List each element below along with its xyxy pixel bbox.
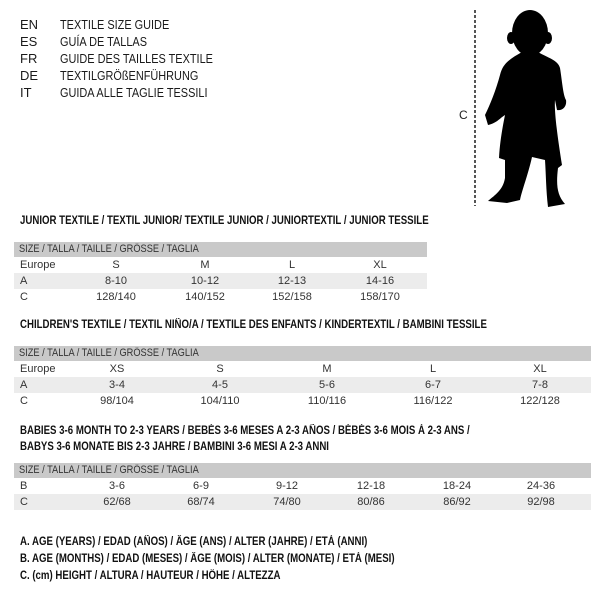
lang-code: IT bbox=[20, 85, 32, 100]
table-cell: 10-12 bbox=[190, 275, 220, 287]
table-cell: 80/86 bbox=[357, 496, 385, 508]
row-label: C bbox=[20, 395, 28, 407]
lang-title: TEXTILGRÖßENFÜHRUNG bbox=[60, 68, 199, 83]
silhouette-head bbox=[512, 10, 548, 56]
legend-item: B. AGE (MONTHS) / EDAD (MESES) / ÂGE (MO… bbox=[20, 553, 395, 565]
table-cell: 8-10 bbox=[104, 275, 128, 287]
row-label: Europe bbox=[20, 363, 56, 375]
table-cell: 12-13 bbox=[277, 275, 307, 287]
table-cell: 18-24 bbox=[442, 480, 472, 492]
legend-item: A. AGE (YEARS) / EDAD (AÑOS) / ÂGE (ANS)… bbox=[20, 536, 368, 548]
table-row: C 98/104 104/110 110/116 116/122 122/128 bbox=[14, 393, 591, 409]
table-cell: 6-7 bbox=[425, 379, 441, 391]
table-row: C 62/68 68/74 74/80 80/86 86/92 92/98 bbox=[14, 494, 591, 510]
table-cell: 110/116 bbox=[307, 395, 347, 407]
lang-code: FR bbox=[20, 51, 38, 66]
table-header: SIZE / TALLA / TAILLE / GRÖSSE / TAGLIA bbox=[14, 346, 591, 361]
junior-size-table: SIZE / TALLA / TAILLE / GRÖSSE / TAGLIA E… bbox=[14, 242, 427, 305]
table-cell: 3-6 bbox=[109, 480, 125, 492]
table-cell: 14-16 bbox=[365, 275, 395, 287]
table-row: B 3-6 6-9 9-12 12-18 18-24 24-36 bbox=[14, 478, 591, 494]
table-row: Europe S M L XL bbox=[14, 257, 427, 273]
child-silhouette-icon bbox=[474, 10, 567, 207]
table-header: SIZE / TALLA / TAILLE / GRÖSSE / TAGLIA bbox=[14, 463, 591, 478]
table-cell: XL bbox=[373, 259, 387, 271]
table-cell: 4-5 bbox=[212, 379, 228, 391]
table-cell: XL bbox=[533, 363, 547, 375]
row-label: B bbox=[20, 480, 28, 492]
table-row: C 128/140 140/152 152/158 158/170 bbox=[14, 289, 427, 305]
row-label: C bbox=[20, 291, 28, 303]
lang-code: EN bbox=[20, 17, 39, 32]
table-cell: 116/122 bbox=[413, 395, 453, 407]
table-cell: 7-8 bbox=[532, 379, 548, 391]
row-label: A bbox=[20, 379, 28, 391]
table-row: A 8-10 10-12 12-13 14-16 bbox=[14, 273, 427, 289]
table-header: SIZE / TALLA / TAILLE / GRÖSSE / TAGLIA bbox=[14, 242, 427, 257]
table-cell: 140/152 bbox=[185, 291, 225, 303]
babies-section-title: BABYS 3-6 MONATE BIS 2-3 JAHRE / BAMBINI… bbox=[20, 441, 329, 453]
table-cell: 74/80 bbox=[273, 496, 301, 508]
table-cell: 12-18 bbox=[356, 480, 386, 492]
table-cell: 3-4 bbox=[109, 379, 125, 391]
babies-section-title: BABIES 3-6 MONTH TO 2-3 YEARS / BEBÉS 3-… bbox=[20, 425, 470, 437]
table-cell: M bbox=[322, 363, 332, 375]
table-row: Europe XS S M L XL bbox=[14, 361, 591, 377]
table-cell: M bbox=[200, 259, 210, 271]
row-label: C bbox=[20, 496, 28, 508]
table-cell: S bbox=[216, 363, 224, 375]
lang-title: GUÍA DE TALLAS bbox=[60, 34, 147, 49]
table-cell: 6-9 bbox=[193, 480, 209, 492]
lang-title: GUIDA ALLE TAGLIE TESSILI bbox=[60, 85, 208, 100]
junior-section-title: JUNIOR TEXTILE / TEXTIL JUNIOR/ TEXTILE … bbox=[20, 215, 429, 227]
legend-item: C. (cm) HEIGHT / ALTURA / HAUTEUR / HÖHE… bbox=[20, 570, 281, 582]
table-cell: L bbox=[288, 259, 296, 271]
table-cell: 24-36 bbox=[526, 480, 556, 492]
silhouette-body bbox=[485, 52, 567, 207]
table-cell: 86/92 bbox=[443, 496, 471, 508]
babies-size-table: SIZE / TALLA / TAILLE / GRÖSSE / TAGLIA B… bbox=[14, 463, 591, 510]
table-row: A 3-4 4-5 5-6 6-7 7-8 bbox=[14, 377, 591, 393]
table-cell: 62/68 bbox=[103, 496, 131, 508]
row-label: A bbox=[20, 275, 28, 287]
children-section-title: CHILDREN'S TEXTILE / TEXTIL NIÑO/A / TEX… bbox=[20, 319, 487, 331]
table-cell: 122/128 bbox=[520, 395, 560, 407]
table-cell: XS bbox=[109, 363, 125, 375]
lang-code: DE bbox=[20, 68, 39, 83]
lang-title: GUIDE DES TAILLES TEXTILE bbox=[60, 51, 213, 66]
table-cell: 128/140 bbox=[96, 291, 136, 303]
table-cell: 98/104 bbox=[100, 395, 134, 407]
row-label: Europe bbox=[20, 259, 56, 271]
table-cell: 68/74 bbox=[187, 496, 215, 508]
table-cell: 158/170 bbox=[360, 291, 400, 303]
children-size-table: SIZE / TALLA / TAILLE / GRÖSSE / TAGLIA E… bbox=[14, 346, 591, 409]
table-cell: 152/158 bbox=[272, 291, 312, 303]
table-cell: 9-12 bbox=[275, 480, 299, 492]
table-cell: 92/98 bbox=[527, 496, 555, 508]
table-cell: S bbox=[112, 259, 120, 271]
table-cell: 5-6 bbox=[319, 379, 335, 391]
height-measure-label: C bbox=[459, 108, 468, 122]
lang-code: ES bbox=[20, 34, 38, 49]
table-cell: 104/110 bbox=[200, 395, 240, 407]
table-cell: L bbox=[429, 363, 437, 375]
lang-title: TEXTILE SIZE GUIDE bbox=[60, 17, 170, 32]
